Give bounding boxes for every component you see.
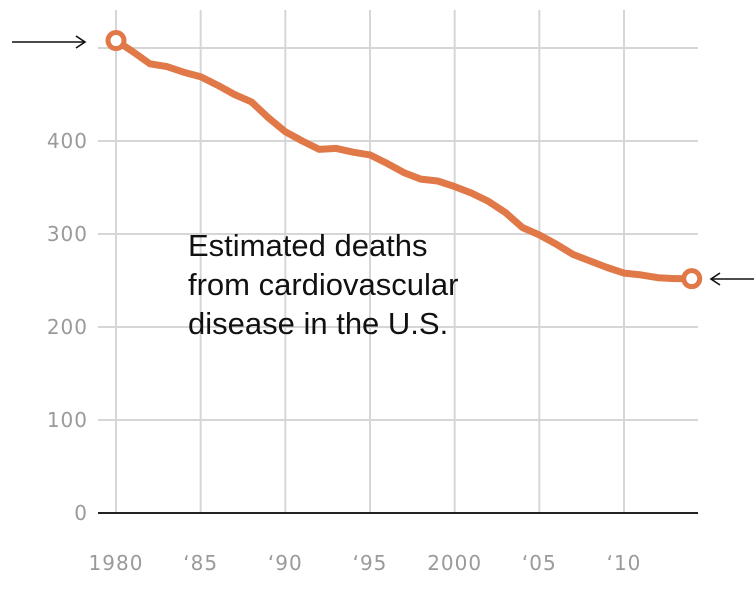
x-axis-tick-labels: 1980 ‘85 ‘90 ‘95 2000 ‘05 ‘10 <box>89 551 642 575</box>
x-tick-label-1990: ‘90 <box>268 551 303 575</box>
y-tick-label-400: 400 <box>47 129 88 153</box>
x-tick-label-2000: 2000 <box>427 551 482 575</box>
x-tick-label-2005: ‘05 <box>522 551 557 575</box>
x-tick-label-1980: 1980 <box>89 551 144 575</box>
left-arrow-icon <box>12 35 87 49</box>
x-tick-label-1985: ‘85 <box>183 551 218 575</box>
y-axis-tick-labels: 0 100 200 300 400 <box>47 129 88 525</box>
chart-annotation: Estimated deaths from cardiovascular dis… <box>188 226 518 343</box>
annotation-line-1: Estimated deaths <box>188 228 428 263</box>
x-tick-label-1995: ‘95 <box>353 551 388 575</box>
end-point-marker <box>681 268 703 290</box>
vertical-gridlines <box>115 10 625 513</box>
series-line-cardiovascular-deaths <box>112 37 696 283</box>
y-tick-label-200: 200 <box>47 315 88 339</box>
y-tick-label-300: 300 <box>47 222 88 246</box>
y-tick-label-0: 0 <box>74 501 88 525</box>
x-tick-label-2010: ‘10 <box>607 551 642 575</box>
right-arrow-icon <box>709 272 754 286</box>
horizontal-gridlines <box>98 47 698 421</box>
annotation-line-2: from cardiovascular <box>188 267 459 302</box>
start-point-marker <box>105 30 127 52</box>
annotation-line-3: disease in the U.S. <box>188 306 449 341</box>
y-tick-label-100: 100 <box>47 408 88 432</box>
